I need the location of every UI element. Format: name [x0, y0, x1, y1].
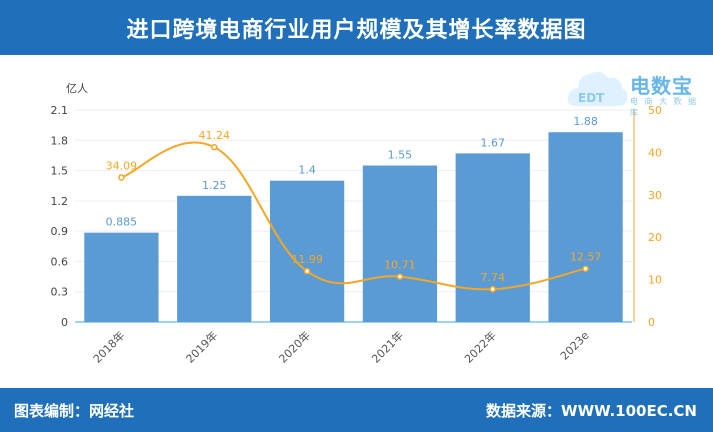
logo-text: 电数宝: [630, 74, 693, 98]
bar-value-label: 1.4: [298, 164, 316, 177]
x-tick-label: 2022年: [461, 328, 498, 365]
y2-tick-label: 20: [648, 231, 662, 244]
bar: [362, 165, 438, 322]
x-tick-label: 2023e: [558, 329, 592, 363]
bar: [548, 132, 623, 322]
logo-badge: EDT: [578, 91, 605, 105]
line-point: [303, 267, 311, 275]
x-tick-label: 2018年: [90, 328, 127, 365]
y-tick-label: 0.9: [51, 225, 69, 238]
bar: [84, 232, 159, 322]
bar: [177, 195, 252, 322]
line-value-label: 12.57: [570, 251, 602, 264]
x-tick-label: 2019年: [183, 328, 220, 365]
y-tick-label: 0.6: [51, 255, 69, 268]
line-point: [211, 143, 218, 151]
y-tick-label: 1.5: [51, 165, 69, 178]
chart-title: 进口跨境电商行业用户规模及其增长率数据图: [126, 17, 587, 43]
bar-value-label: 1.88: [573, 115, 598, 128]
y2-tick-label: 50: [648, 104, 662, 117]
line-value-label: 41.24: [199, 129, 231, 142]
line-point: [118, 174, 125, 181]
bar-value-label: 1.67: [481, 136, 506, 149]
x-tick-label: 2020年: [276, 328, 313, 365]
y2-tick-label: 40: [648, 146, 662, 159]
chart-svg: 亿人 0 0.3 0.6 0.9 1.2 1.5 1.8 2.1 0 10 20 30 40 50 0.885…: [51, 82, 663, 366]
footer-editor: 图表编制：网经社: [14, 402, 135, 420]
y-tick-label: 0.3: [51, 286, 69, 299]
header-bar: 进口跨境电商行业用户规模及其增长率数据图: [0, 0, 713, 55]
line-point: [582, 265, 589, 272]
y2-tick-label: 10: [648, 274, 662, 287]
y-tick-label: 2.1: [51, 104, 69, 117]
cloud-logo-icon: EDT: [567, 71, 628, 106]
line-value-label: 34.09: [106, 159, 138, 172]
line-point: [489, 285, 496, 293]
bar-value-label: 1.55: [388, 149, 413, 162]
bar: [269, 180, 345, 322]
bar-value-label: 0.885: [106, 216, 138, 229]
line-value-label: 7.74: [481, 271, 506, 284]
footer-bar: 图表编制：网经社 数据来源：WWW.100EC.CN: [0, 388, 713, 432]
y-axis-unit-label: 亿人: [66, 82, 88, 95]
x-tick-label: 2021年: [369, 328, 406, 365]
footer-source: 数据来源：WWW.100EC.CN: [486, 402, 697, 420]
y-tick-label: 1.2: [51, 195, 69, 208]
y2-tick-label: 0: [648, 316, 655, 329]
bar: [455, 153, 530, 322]
y-tick-label: 0: [61, 316, 68, 329]
y2-tick-label: 30: [648, 189, 662, 202]
line-point: [396, 273, 404, 280]
logo-subtext: 电 商 大 数 据 库: [630, 97, 699, 117]
line-value-label: 10.71: [384, 259, 416, 272]
watermark-logo: EDT 电数宝 电 商 大 数 据 库: [566, 62, 706, 118]
line-value-label: 11.99: [291, 253, 323, 266]
bar-value-label: 1.25: [202, 179, 227, 192]
chart-area: 亿人 0 0.3 0.6 0.9 1.2 1.5 1.8 2.1 0 10 20 30 40 50 0.885…: [0, 55, 713, 388]
y-tick-label: 1.8: [51, 134, 69, 147]
